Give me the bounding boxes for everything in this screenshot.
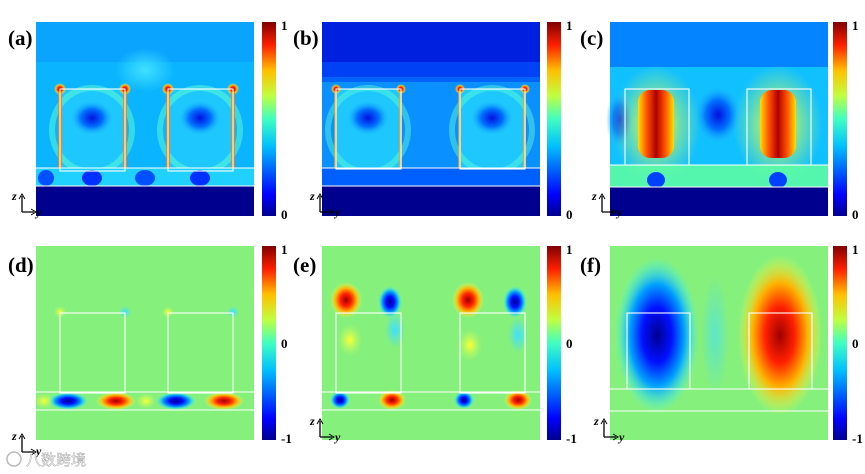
axis-indicator-a [18, 193, 37, 216]
field-map-d [36, 246, 254, 440]
panel-e: (e) 1 0 -1 [293, 242, 577, 446]
colorbar-tick-mid-f: 0 [852, 336, 859, 351]
axis-label-y-e: y [333, 430, 341, 444]
axis-label-y-a: y [34, 205, 42, 219]
axis-label-z-e: z [309, 414, 315, 428]
panel-label-c: (c) [580, 26, 603, 50]
colorbar-f [833, 246, 847, 440]
axis-indicator-d [18, 433, 37, 456]
colorbar-tick-max-e: 1 [566, 242, 573, 257]
watermark-logo: 八数跨境 [6, 451, 86, 469]
panel-label-d: (d) [8, 253, 34, 277]
axis-label-z-c: z [591, 189, 597, 203]
colorbar-tick-min-e: -1 [566, 431, 577, 446]
axis-label-y-f: y [617, 430, 625, 444]
axis-label-y-d: y [34, 444, 42, 458]
panel-label-b: (b) [293, 26, 319, 50]
colorbar-tick-max-d: 1 [281, 242, 288, 257]
axis-indicator-c [598, 193, 617, 216]
colorbar-tick-max-c: 1 [852, 18, 859, 33]
axis-indicator-b [316, 193, 335, 216]
colorbar-b [547, 22, 561, 216]
colorbar-tick-max-b: 1 [566, 18, 573, 33]
colorbar-tick-min-d: -1 [281, 431, 292, 446]
axis-label-z-d: z [11, 429, 17, 443]
axis-label-y-b: y [333, 205, 341, 219]
axis-label-z-a: z [11, 189, 17, 203]
colorbar-tick-max-a: 1 [281, 18, 288, 33]
colorbar-tick-min-b: 0 [566, 207, 573, 222]
colorbar-tick-min-a: 0 [281, 207, 288, 222]
panel-a: (a) 1 0 [8, 18, 288, 222]
colorbar-tick-max-f: 1 [852, 242, 859, 257]
panel-label-a: (a) [8, 26, 33, 50]
panel-label-f: (f) [580, 253, 601, 277]
panel-c: (c) 1 0 [580, 18, 859, 222]
colorbar-tick-min-c: 0 [852, 207, 859, 222]
colorbar-tick-min-f: -1 [852, 431, 863, 446]
axis-label-z-f: z [593, 414, 599, 428]
colorbar-e [547, 246, 561, 440]
axis-indicator-f [600, 418, 619, 441]
colorbar-c [833, 22, 847, 216]
axis-label-z-b: z [309, 189, 315, 203]
axis-label-y-c: y [615, 205, 623, 219]
panel-label-e: (e) [293, 253, 316, 277]
panel-d: (d) 1 0 -1 [8, 242, 292, 446]
colorbar-tick-mid-d: 0 [281, 336, 288, 351]
watermark-text: 八数跨境 [26, 451, 86, 469]
axis-indicator-e [316, 418, 335, 441]
colorbar-a [262, 22, 276, 216]
panel-f: (f) 1 0 -1 [580, 242, 863, 446]
colorbar-d [262, 246, 276, 440]
panel-b: (b) 1 0 [293, 18, 573, 222]
colorbar-tick-mid-e: 0 [566, 336, 573, 351]
